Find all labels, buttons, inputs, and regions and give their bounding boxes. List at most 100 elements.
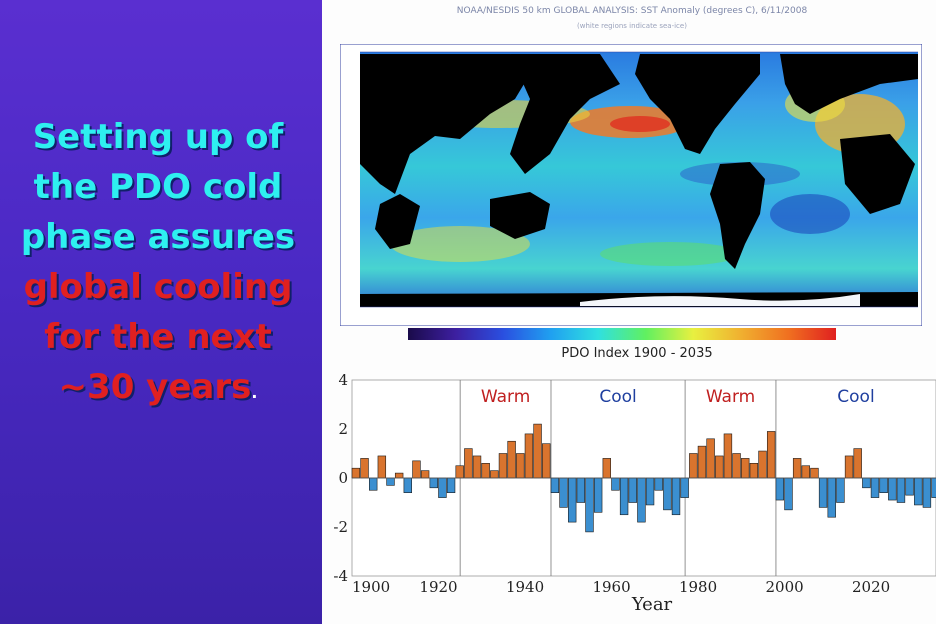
pdo-bar: [611, 477, 620, 491]
x-tick-label-3: 1960: [592, 578, 630, 596]
pdo-bar: [654, 477, 663, 491]
pdo-bar: [914, 477, 923, 506]
pdo-bar: [394, 472, 404, 479]
pdo-bar: [542, 443, 551, 479]
y-tick-label-1: 2: [338, 420, 348, 438]
pdo-bar: [723, 433, 733, 479]
north-america: [635, 54, 760, 154]
statement-line-4: global cooling: [23, 267, 293, 307]
pdo-bar: [862, 477, 871, 489]
pdo-bar: [455, 465, 464, 479]
pdo-bar: [888, 477, 897, 501]
pdo-bar: [870, 477, 880, 498]
slide-statement: Setting up of the PDO cold phase assures…: [8, 112, 308, 418]
pdo-bar: [758, 450, 767, 479]
pdo-bar: [446, 477, 456, 493]
phase-labels: Warm Cool Warm Cool: [481, 387, 875, 407]
pdo-bar: [369, 477, 378, 491]
pdo-bar: [585, 477, 594, 533]
y-tick-label-3: -2: [333, 518, 348, 536]
pdo-bar: [818, 477, 828, 508]
pdo-bar: [732, 453, 741, 479]
pdo-bar: [516, 453, 525, 479]
pdo-bar: [766, 431, 776, 479]
pdo-bar: [775, 477, 785, 501]
slide-text-panel: Setting up of the PDO cold phase assures…: [0, 0, 322, 624]
pdo-bar: [810, 467, 819, 479]
pdo-bar: [576, 477, 586, 503]
sst-anomaly-map: [340, 44, 922, 326]
pdo-bar: [663, 477, 672, 511]
x-tick-label-4: 1980: [679, 578, 717, 596]
pdo-bar: [360, 458, 369, 479]
pdo-bar: [792, 458, 802, 479]
africa-south: [375, 194, 420, 249]
pdo-bar: [533, 423, 542, 479]
x-tick-label-6: 2020: [852, 578, 890, 596]
pdo-bar: [619, 477, 629, 516]
asia-east: [510, 54, 620, 174]
pdo-bar: [680, 477, 689, 498]
map-title: NOAA/NESDIS 50 km GLOBAL ANALYSIS: SST A…: [456, 6, 808, 16]
pdo-bar: [896, 477, 906, 503]
pdo-bar: [784, 477, 793, 511]
x-axis-label: Year: [631, 594, 673, 615]
figure-panel: NOAA/NESDIS 50 km GLOBAL ANALYSIS: SST A…: [322, 0, 936, 624]
phase-label-0: Warm: [481, 387, 530, 407]
x-axis-ticks: 1900 1920 1940 1960 1980 2000 2020: [352, 578, 890, 596]
statement-line-6: ~30 years.: [8, 362, 308, 418]
pdo-bar: [420, 470, 430, 479]
pdo-bar: [507, 440, 516, 479]
pdo-bar: [377, 455, 387, 479]
pdo-bar: [429, 477, 438, 489]
europe: [780, 54, 918, 114]
pdo-bar: [922, 477, 932, 508]
map-grid: [360, 51, 918, 308]
pdo-bar: [715, 455, 724, 479]
eurasia-west: [360, 54, 530, 194]
pdo-bar: [741, 458, 750, 479]
pdo-bar: [524, 433, 534, 479]
pdo-bar: [498, 453, 508, 479]
pdo-bar: [481, 463, 490, 479]
pdo-bar: [490, 470, 499, 479]
pdo-bar: [706, 438, 715, 479]
pdo-bar: [844, 455, 854, 479]
anomaly-colorbar: [408, 328, 836, 340]
pdo-bar: [905, 477, 914, 496]
pdo-bar: [749, 463, 759, 479]
phase-label-2: Warm: [706, 387, 755, 407]
pdo-bar: [645, 477, 655, 506]
y-axis-ticks: 4 2 0 -2 -4: [333, 372, 348, 585]
south-america: [710, 162, 765, 269]
pdo-bar: [386, 477, 395, 486]
pdo-bar: [671, 477, 681, 516]
x-tick-label-1: 1920: [419, 578, 457, 596]
pdo-bar: [836, 477, 845, 503]
pdo-bar: [628, 477, 637, 503]
pdo-bar: [567, 477, 577, 523]
australia: [490, 192, 550, 239]
y-tick-label-2: 0: [338, 469, 348, 487]
pdo-bar: [637, 477, 646, 523]
phase-label-1: Cool: [599, 387, 636, 407]
pdo-bar: [351, 467, 361, 479]
africa: [840, 134, 915, 214]
pdo-bar: [689, 453, 698, 479]
pdo-index-chart: Warm Cool Warm Cool 4 2 0 -2 -4 1900 1920 1940 196…: [333, 372, 936, 615]
pdo-bar: [602, 458, 611, 479]
pdo-bar: [412, 460, 421, 479]
statement-line-3: phase assures: [20, 217, 296, 257]
map-subtitle: (white regions indicate sea-ice): [577, 22, 687, 30]
land-masses: [360, 54, 918, 307]
x-tick-label-2: 1940: [506, 578, 544, 596]
statement-line-1: Setting up of: [32, 117, 284, 157]
statement-line-6-text: ~30 years: [58, 367, 252, 407]
pdo-bar: [593, 477, 603, 513]
pdo-bar: [550, 477, 560, 493]
pdo-bar: [879, 477, 888, 493]
x-tick-label-5: 2000: [765, 578, 803, 596]
pdo-bar: [853, 448, 862, 479]
pdo-chart-title: PDO Index 1900 - 2035: [561, 346, 713, 361]
statement-line-2: the PDO cold: [33, 167, 283, 207]
